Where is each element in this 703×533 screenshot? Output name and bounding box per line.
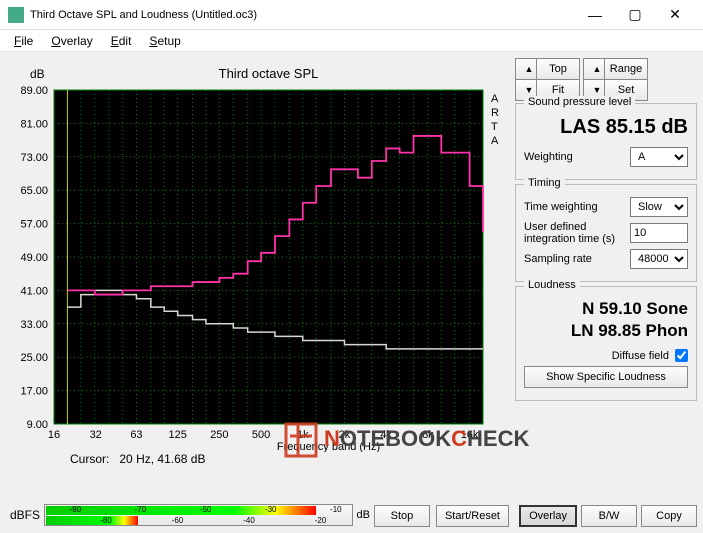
svg-text:8k: 8k (422, 429, 434, 441)
svg-text:33.00: 33.00 (20, 319, 48, 331)
svg-text:41.00: 41.00 (20, 285, 48, 297)
titlebar: Third Octave SPL and Loudness (Untitled.… (0, 0, 703, 30)
svg-text:4k: 4k (380, 429, 392, 441)
bw-button[interactable]: B/W (581, 505, 637, 527)
chart-canvas[interactable]: 9.00 17.00 25.00 33.00 41.00 49.00 57.00 65.00 7… (10, 62, 505, 452)
svg-text:Frequency band (Hz): Frequency band (Hz) (277, 441, 380, 452)
overlay-button[interactable]: Overlay (519, 505, 577, 527)
menu-setup[interactable]: Setup (141, 32, 188, 50)
sampling-rate-select[interactable]: 48000 (630, 249, 688, 269)
svg-text:250: 250 (210, 429, 228, 441)
svg-text:81.00: 81.00 (20, 118, 48, 130)
svg-text:A: A (491, 93, 499, 105)
cursor-readout: Cursor: 20 Hz, 41.68 dB (10, 452, 505, 466)
svg-text:500: 500 (252, 429, 270, 441)
integration-time-input[interactable] (630, 223, 688, 243)
svg-text:125: 125 (168, 429, 186, 441)
loudness-ln-reading: LN 98.85 Phon (524, 321, 688, 341)
time-weighting-label: Time weighting (524, 201, 624, 213)
level-meter: L R -90-70-50-30-10-80-60-40-20 (44, 504, 353, 526)
diffuse-field-label: Diffuse field (612, 350, 669, 362)
nav-buttons: ▲ Top ▲ Range ▼ Fit ▼ Set (515, 58, 697, 97)
svg-text:9.00: 9.00 (27, 419, 48, 431)
svg-text:63: 63 (130, 429, 142, 441)
menu-overlay[interactable]: Overlay (43, 32, 100, 50)
svg-text:16: 16 (48, 429, 60, 441)
svg-text:25.00: 25.00 (20, 352, 48, 364)
svg-text:R: R (491, 107, 499, 119)
time-weighting-select[interactable]: Slow (630, 197, 688, 217)
meter-label: dBFS (6, 508, 40, 522)
svg-text:65.00: 65.00 (20, 185, 48, 197)
menu-edit[interactable]: Edit (103, 32, 140, 50)
weighting-label: Weighting (524, 151, 624, 163)
svg-text:89.00: 89.00 (20, 85, 48, 97)
meter-db-suffix: dB (357, 509, 370, 521)
svg-text:dB: dB (30, 67, 45, 81)
nav-top[interactable]: Top (536, 58, 580, 80)
stop-button[interactable]: Stop (374, 505, 430, 527)
timing-group: Timing Time weighting Slow User defined … (515, 184, 697, 282)
loudness-n-reading: N 59.10 Sone (524, 299, 688, 319)
svg-text:49.00: 49.00 (20, 252, 48, 264)
maximize-button[interactable]: ▢ (615, 1, 655, 29)
nav-range[interactable]: Range (604, 58, 648, 80)
chart-area: 9.00 17.00 25.00 33.00 41.00 49.00 57.00 65.00 7… (6, 58, 509, 497)
svg-text:T: T (491, 121, 498, 133)
minimize-button[interactable]: — (575, 1, 615, 29)
app-icon (8, 7, 24, 23)
show-specific-loudness-button[interactable]: Show Specific Loudness (524, 366, 688, 388)
spl-group: Sound pressure level LAS 85.15 dB Weight… (515, 103, 697, 180)
menu-file[interactable]: File (6, 32, 41, 50)
svg-text:2k: 2k (339, 429, 351, 441)
svg-text:57.00: 57.00 (20, 219, 48, 231)
spl-reading: LAS 85.15 dB (524, 116, 688, 139)
close-button[interactable]: ✕ (655, 1, 695, 29)
start-reset-button[interactable]: Start/Reset (436, 505, 509, 527)
svg-text:16k: 16k (461, 429, 479, 441)
loudness-group: Loudness N 59.10 Sone LN 98.85 Phon Diff… (515, 286, 697, 401)
copy-button[interactable]: Copy (641, 505, 697, 527)
diffuse-field-checkbox[interactable] (675, 349, 688, 362)
weighting-select[interactable]: A (630, 147, 688, 167)
svg-text:A: A (491, 135, 499, 147)
svg-text:73.00: 73.00 (20, 152, 48, 164)
svg-text:Third octave SPL: Third octave SPL (219, 66, 319, 81)
svg-text:17.00: 17.00 (20, 386, 48, 398)
svg-text:1k: 1k (297, 429, 309, 441)
integration-time-label: User defined integration time (s) (524, 221, 624, 245)
window-title: Third Octave SPL and Loudness (Untitled.… (30, 9, 257, 21)
svg-text:32: 32 (90, 429, 102, 441)
sampling-rate-label: Sampling rate (524, 253, 624, 265)
menubar: File Overlay Edit Setup (0, 30, 703, 52)
